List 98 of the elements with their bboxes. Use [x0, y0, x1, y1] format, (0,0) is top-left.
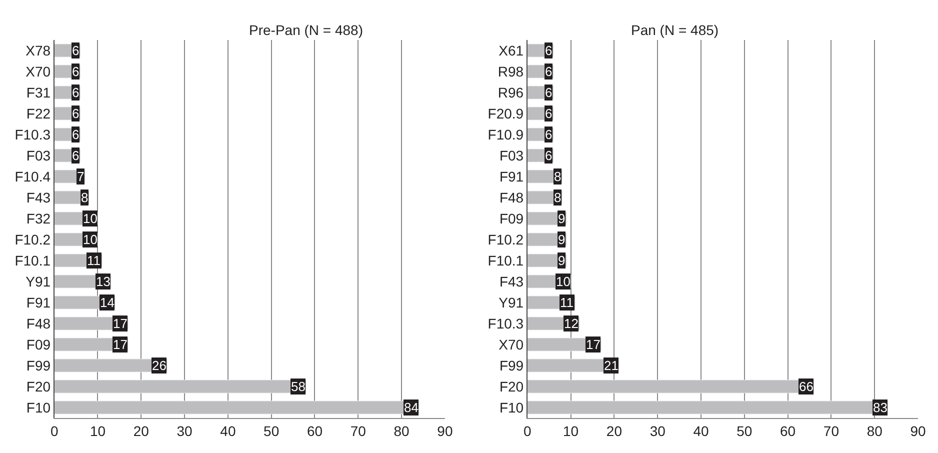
data-label: 6	[72, 64, 80, 79]
data-label: 6	[545, 148, 552, 163]
x-tick-label: 60	[306, 422, 323, 439]
x-tick-label: 60	[780, 422, 796, 439]
y-tick-label: F31	[26, 84, 51, 100]
data-label: 12	[564, 316, 578, 331]
data-label: 8	[554, 169, 562, 184]
y-tick-label: Y91	[498, 294, 524, 310]
data-label: 9	[558, 211, 566, 226]
data-label: 10	[83, 211, 98, 226]
y-tick-label: Y91	[26, 273, 51, 290]
y-tick-label: F20.9	[488, 105, 524, 122]
data-label: 14	[100, 295, 114, 310]
y-tick-label: F03	[26, 147, 51, 164]
data-label: 83	[873, 400, 888, 415]
y-tick-label: F10.4	[14, 168, 51, 184]
chart-title: Pan (N = 485)	[631, 22, 719, 38]
data-label: 6	[72, 106, 80, 121]
data-label: 9	[558, 253, 566, 268]
data-label: 6	[545, 127, 552, 142]
y-tick-label: F32	[26, 210, 51, 226]
x-tick-label: 0	[50, 422, 58, 439]
x-tick-label: 90	[437, 422, 453, 439]
y-tick-label: F43	[499, 273, 524, 290]
y-tick-label: F20	[499, 378, 524, 394]
data-label: 58	[291, 379, 306, 394]
y-tick-label: F10.3	[14, 126, 51, 142]
y-tick-label: F10	[26, 399, 51, 416]
bar	[54, 400, 420, 414]
chart-title: Pre-Pan (N = 488)	[249, 22, 363, 38]
y-tick-label: F48	[26, 315, 51, 332]
x-tick-label: 20	[133, 422, 150, 439]
x-tick-label: 70	[823, 422, 840, 439]
data-label: 7	[77, 169, 84, 184]
x-tick-label: 10	[563, 422, 579, 439]
bar	[527, 380, 814, 394]
data-label: 6	[72, 85, 80, 100]
x-tick-label: 10	[90, 422, 106, 439]
y-tick-label: X70	[498, 336, 524, 352]
y-tick-label: F09	[499, 210, 524, 226]
y-tick-label: F10.2	[488, 231, 524, 248]
data-label: 6	[545, 106, 552, 121]
x-tick-label: 90	[910, 422, 926, 439]
data-label: 66	[799, 379, 814, 394]
y-tick-label: F20	[26, 378, 51, 394]
y-tick-label: X61	[498, 42, 524, 58]
x-tick-label: 50	[736, 422, 752, 439]
y-tick-label: X70	[26, 63, 51, 80]
y-tick-label: F99	[26, 357, 51, 374]
data-label: 11	[87, 253, 100, 268]
data-label: 10	[83, 232, 98, 247]
data-label: 17	[586, 337, 600, 352]
y-tick-label: F09	[26, 336, 51, 352]
y-tick-label: F22	[26, 105, 51, 122]
x-tick-label: 40	[220, 422, 236, 439]
data-label: 6	[72, 127, 80, 142]
y-tick-label: F10.2	[14, 231, 51, 248]
y-tick-label: X78	[26, 42, 51, 58]
x-tick-label: 70	[350, 422, 366, 439]
x-tick-label: 30	[176, 422, 193, 439]
data-label: 10	[556, 274, 570, 289]
x-tick-label: 80	[866, 422, 883, 439]
y-tick-label: F43	[26, 189, 51, 206]
data-label: 9	[558, 232, 566, 247]
x-tick-label: 20	[606, 422, 622, 439]
data-label: 17	[113, 316, 128, 331]
data-label: 6	[545, 64, 552, 79]
data-label: 84	[404, 400, 418, 415]
bar	[54, 380, 306, 394]
y-tick-label: F10.9	[488, 126, 524, 142]
data-label: 17	[113, 337, 128, 352]
y-tick-label: F10.1	[14, 252, 51, 268]
data-label: 26	[152, 358, 166, 373]
x-tick-label: 80	[394, 422, 410, 439]
data-label: 6	[72, 43, 80, 58]
y-tick-label: R96	[498, 84, 524, 100]
x-tick-label: 30	[650, 422, 666, 439]
data-label: 6	[72, 148, 80, 163]
y-tick-label: F03	[499, 147, 524, 164]
y-tick-label: F99	[499, 357, 524, 374]
data-label: 8	[554, 190, 562, 205]
data-label: 8	[81, 190, 88, 205]
data-label: 6	[545, 43, 552, 58]
y-tick-label: F91	[26, 294, 51, 310]
data-label: 11	[560, 295, 574, 310]
y-tick-label: F10	[499, 399, 524, 416]
y-tick-label: F91	[499, 168, 524, 184]
data-label: 13	[96, 274, 110, 289]
y-tick-label: R98	[498, 63, 524, 80]
data-label: 6	[545, 85, 552, 100]
data-label: 21	[604, 358, 618, 373]
x-tick-label: 50	[264, 422, 280, 439]
x-tick-label: 0	[524, 422, 532, 439]
y-tick-label: F10.1	[488, 252, 524, 268]
x-tick-label: 40	[693, 422, 709, 439]
y-tick-label: F48	[499, 189, 524, 206]
bar	[527, 400, 888, 414]
y-tick-label: F10.3	[488, 315, 524, 332]
